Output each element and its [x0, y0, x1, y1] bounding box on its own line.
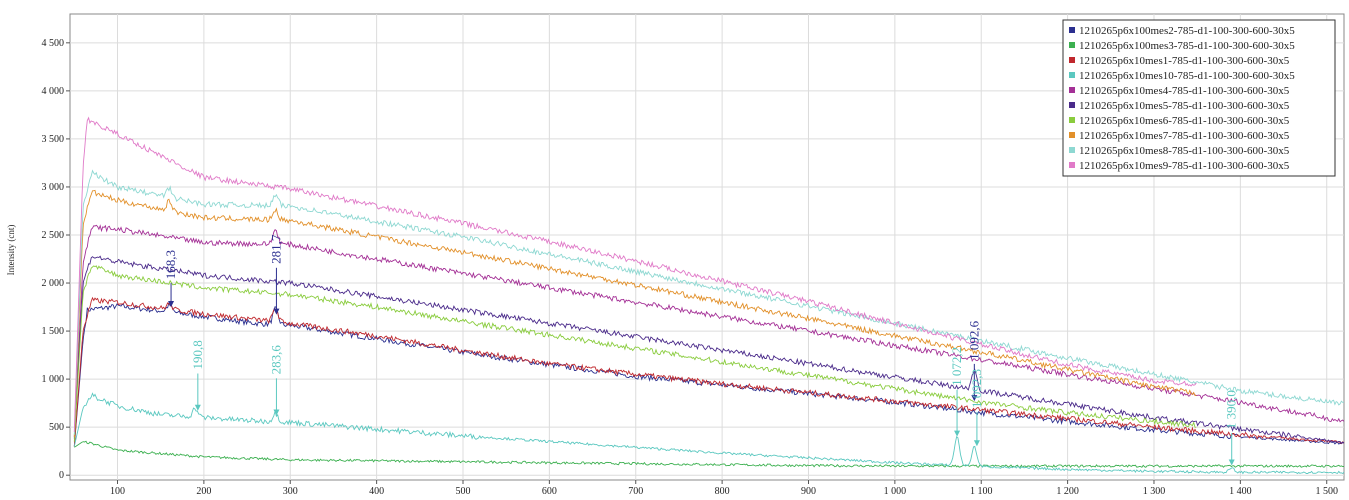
legend-label: 1210265p6x100mes3-785-d1-100-300-600-30x… [1079, 40, 1295, 52]
y-tick-label: 2 000 [42, 278, 65, 289]
y-tick-label: 2 500 [42, 230, 65, 241]
legend-swatch [1069, 57, 1075, 63]
y-tick-label: 1 000 [42, 374, 65, 385]
x-tick-label: 200 [196, 486, 211, 495]
x-tick-label: 1 300 [1143, 486, 1166, 495]
legend-swatch [1069, 87, 1075, 93]
series-line-9 [73, 169, 1345, 435]
legend-label: 1210265p6x10mes4-785-d1-100-300-600-30x5 [1079, 85, 1290, 97]
legend-label: 1210265p6x10mes8-785-d1-100-300-600-30x5 [1079, 145, 1290, 157]
y-tick-label: 0 [59, 470, 64, 481]
x-tick-label: 1 400 [1229, 486, 1252, 495]
legend-label: 1210265p6x100mes2-785-d1-100-300-600-30x… [1079, 25, 1295, 37]
series-line-2 [74, 440, 1344, 469]
annotation-label: 1 072,2 [949, 347, 964, 386]
x-tick-label: 900 [801, 486, 816, 495]
series-line-8 [73, 189, 1197, 437]
annotation-arrowhead [973, 440, 980, 447]
legend-label: 1210265p6x10mes6-785-d1-100-300-600-30x5 [1079, 115, 1290, 127]
y-axis-label: Intensity (cnt) [6, 225, 16, 276]
legend-box [1062, 19, 1336, 177]
legend-label: 1210265p6x10mes9-785-d1-100-300-600-30x5 [1079, 160, 1290, 172]
annotation-arrowhead [1228, 459, 1235, 466]
series-line-6 [73, 255, 1345, 444]
legend-swatch [1069, 132, 1075, 138]
y-tick-label: 4 500 [42, 38, 65, 49]
x-tick-label: 400 [369, 486, 384, 495]
legend-swatch [1069, 162, 1075, 168]
x-tick-label: 100 [110, 486, 125, 495]
annotation-arrowhead [954, 430, 961, 437]
x-tick-label: 700 [628, 486, 643, 495]
series-line-7 [73, 265, 1197, 442]
x-tick-label: 800 [715, 486, 730, 495]
x-tick-label: 1 000 [884, 486, 907, 495]
legend-swatch [1069, 72, 1075, 78]
axes: 100 200 300 400 500 600 700 800 900 1 000 1 100 1 2… [42, 38, 1338, 497]
x-tick-label: 1 200 [1056, 486, 1079, 495]
legend-swatch [1069, 102, 1075, 108]
y-tick-label: 3 500 [42, 134, 65, 145]
annotation-arrowhead [273, 308, 280, 315]
annotation-arrowhead [194, 404, 201, 411]
legend: 1210265p6x100mes2-785-d1-100-300-600-30x… [1062, 19, 1336, 177]
legend-swatch [1069, 27, 1075, 33]
legend-label: 1210265p6x10mes1-785-d1-100-300-600-30x5 [1079, 55, 1290, 67]
annotation-label: 1 092,6 [966, 320, 981, 360]
annotation-arrowhead [273, 409, 280, 416]
annotation-label: 168,3 [163, 250, 178, 279]
series-line-3 [73, 296, 1345, 447]
peak-annotations: 168,3 281,7 190,8 283,6 1 072,21 092,6 1 092,… [163, 234, 1239, 466]
x-tick-label: 600 [542, 486, 557, 495]
annotation-arrowhead [168, 300, 175, 307]
series-lines [73, 116, 1345, 475]
annotation-label: 1 390,0 [1224, 390, 1239, 429]
y-tick-label: 500 [49, 422, 64, 433]
annotation-label: 190,8 [190, 340, 205, 369]
annotation-arrowhead [971, 395, 978, 402]
annotation-label: 281,7 [268, 234, 283, 264]
x-tick-label: 300 [283, 486, 298, 495]
grid-lines [70, 14, 1344, 480]
legend-swatch [1069, 147, 1075, 153]
y-tick-label: 3 000 [42, 182, 65, 193]
series-line-5 [73, 224, 1345, 437]
annotation-label: 283,6 [268, 345, 283, 375]
legend-label: 1210265p6x10mes10-785-d1-100-300-600-30x… [1079, 70, 1295, 82]
legend-label: 1210265p6x10mes7-785-d1-100-300-600-30x5 [1079, 130, 1290, 142]
y-tick-label: 1 500 [42, 326, 65, 337]
series-line-4 [73, 392, 1345, 475]
x-tick-label: 1 100 [970, 486, 993, 495]
legend-swatch [1069, 42, 1075, 48]
annotation-label: 1 092,3 [969, 369, 984, 408]
legend-swatch [1069, 117, 1075, 123]
series-line-10 [73, 116, 1197, 433]
legend-label: 1210265p6x10mes5-785-d1-100-300-600-30x5 [1079, 100, 1290, 112]
x-tick-label: 1 500 [1315, 486, 1338, 495]
y-tick-label: 4 000 [42, 86, 65, 97]
x-tick-label: 500 [455, 486, 470, 495]
